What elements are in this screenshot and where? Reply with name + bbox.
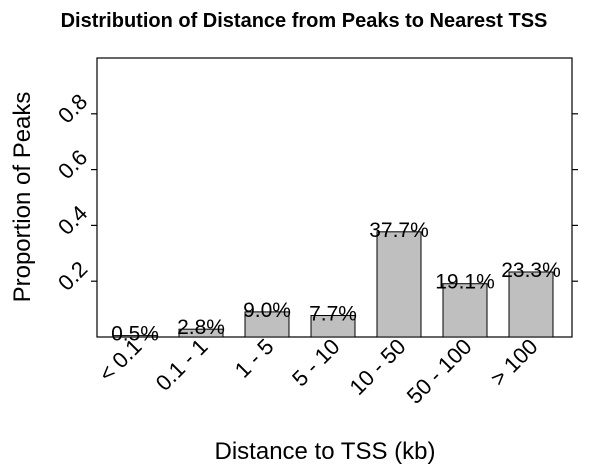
data-label-5: 37.7% [369,219,429,242]
data-label-7: 23.3% [501,259,561,282]
bar-2 [178,328,224,338]
data-labels-group: 0.5% 2.8% 9.0% 7.7% 37.7% 19.1% 23.3% [111,219,561,346]
x-tick-label-5: 10 - 50 [344,334,410,400]
chart-title: Distribution of Distance from Peaks to N… [61,10,548,32]
bar-7 [508,271,554,338]
y-axis-label: Proportion of Peaks [9,92,36,303]
bar-4 [310,315,356,338]
x-tick-label-2: 0.1 - 1 [151,334,213,396]
x-tick-label-6: 50 - 100 [402,334,477,409]
x-tick-label-4: 5 - 10 [287,334,344,391]
right-axis-ticks [572,113,578,282]
bar-5 [376,231,422,338]
x-tick-label-7: > 100 [485,334,542,391]
data-label-4: 7.7% [309,303,357,326]
data-label-6: 19.1% [435,271,495,294]
data-label-3: 9.0% [243,299,291,322]
y-tick-label-3: 0.6 [53,145,92,184]
y-tick-label-4: 0.8 [53,89,92,128]
bar-3 [244,311,290,338]
bar-6 [442,283,488,338]
data-label-1: 0.5% [111,323,159,346]
x-tick-label-3: 1 - 5 [230,334,279,383]
bar-1 [112,335,158,338]
x-axis-label: Distance to TSS (kb) [215,438,436,465]
y-axis: 0.2 0.4 0.6 0.8 [53,89,97,296]
data-label-2: 2.8% [177,316,225,339]
y-tick-label-2: 0.4 [53,200,92,239]
y-tick-label-1: 0.2 [53,256,92,295]
plot-frame [96,57,573,338]
bars-group [112,231,554,338]
